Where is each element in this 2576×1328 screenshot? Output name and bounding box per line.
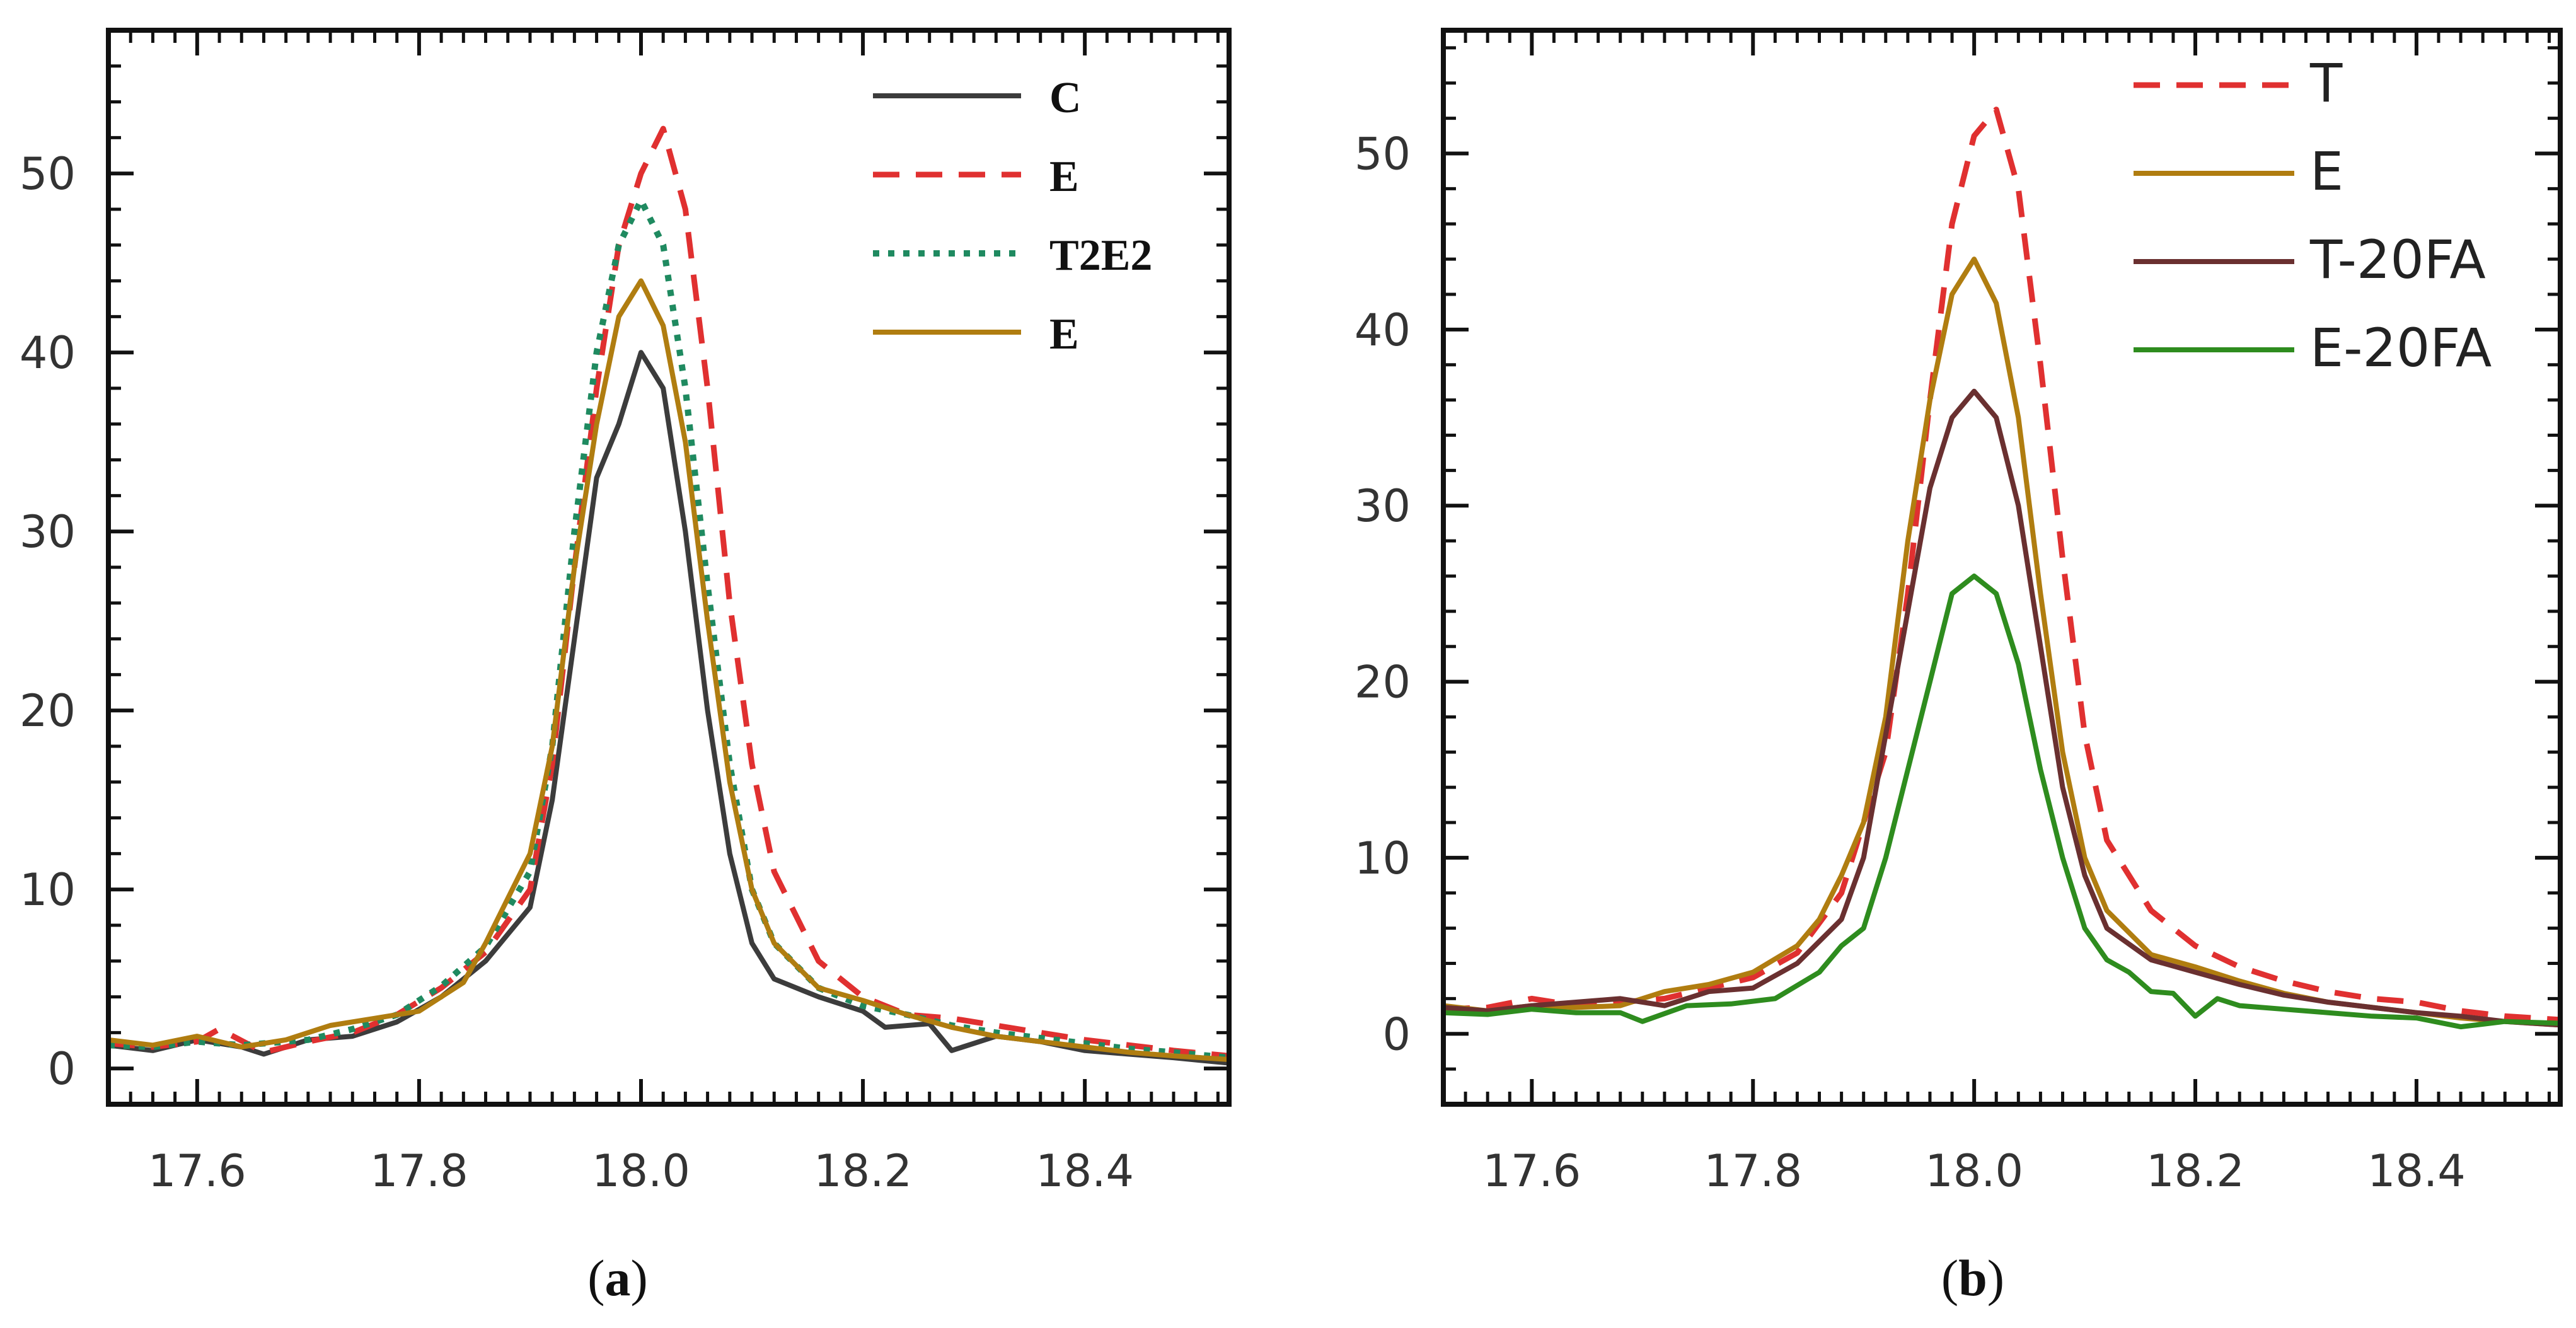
- y-tick-label: 10: [20, 864, 76, 916]
- y-tick-label: 0: [47, 1043, 76, 1095]
- y-tick-label: 20: [1354, 657, 1411, 708]
- y-tick-label: 50: [1354, 129, 1411, 180]
- x-tick-label: 18.2: [2146, 1145, 2244, 1197]
- series-line-e: [108, 125, 1229, 1059]
- legend-label-c: C: [1049, 74, 1082, 122]
- x-tick-label: 17.6: [148, 1145, 246, 1197]
- legend-label-t: T: [2309, 52, 2343, 114]
- y-tick-label: 30: [20, 506, 76, 558]
- legend-label-t2e2: T2E2: [1049, 231, 1152, 280]
- minor-ticks: [1443, 30, 2560, 1104]
- y-tick-label: 10: [1354, 833, 1411, 884]
- legend-label-e: E: [2310, 141, 2343, 202]
- y-tick-label: 40: [20, 327, 76, 379]
- series-line-t2e2: [108, 197, 1229, 1061]
- legend-label-t-20fa: T-20FA: [2309, 229, 2486, 291]
- legend-label-e: E: [1049, 310, 1079, 359]
- x-tick-label: 18.0: [1925, 1145, 2023, 1197]
- plot-frame: [106, 28, 1232, 1107]
- legend-label-e: E: [1049, 153, 1079, 201]
- y-tick-label: 50: [20, 148, 76, 200]
- series-line-t: [1443, 107, 2560, 1023]
- chart-panel-a: 17.6 17.8 18.0 18.2 18.401020304050CET2E2E(a…: [20, 28, 1232, 1307]
- series-line-e-20fa: [1443, 574, 2560, 1030]
- y-tick-label: 30: [1354, 480, 1411, 532]
- x-tick-label: 17.6: [1482, 1145, 1581, 1197]
- series-line-e: [108, 278, 1229, 1062]
- x-tick-label: 18.0: [592, 1145, 690, 1197]
- plot-frame: [1441, 28, 2563, 1107]
- legend: TE T-20FA E-20FA: [2134, 52, 2492, 379]
- legend-label-e-20fa: E-20FA: [2310, 317, 2492, 379]
- x-tick-label: 17.8: [370, 1145, 468, 1197]
- chart-panel-b: 17.6 17.8 18.0 18.2 18.4 0 10 20 30 40 50 TE T-20FA E…: [1354, 28, 2563, 1307]
- series-line-c: [108, 350, 1229, 1066]
- x-tick-label: 17.8: [1704, 1145, 1802, 1197]
- series-line-t-20fa: [1443, 388, 2560, 1028]
- panel-caption: (b): [1941, 1249, 2004, 1307]
- y-tick-label: 20: [20, 685, 76, 737]
- x-tick-label: 18.4: [2367, 1145, 2466, 1197]
- x-tick-label: 18.4: [1036, 1145, 1134, 1197]
- x-tick-label: 18.2: [814, 1145, 912, 1197]
- panel-caption: (a): [587, 1249, 648, 1307]
- y-tick-label: 40: [1354, 304, 1411, 356]
- y-tick-label: 0: [1382, 1008, 1411, 1060]
